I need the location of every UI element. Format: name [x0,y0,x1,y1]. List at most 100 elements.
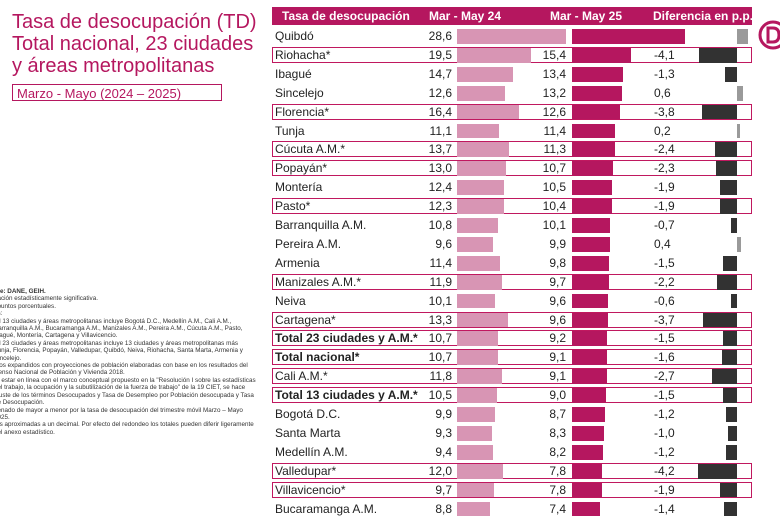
bar-2024 [457,218,498,233]
unemployment-table: Tasa de desocupación Mar - May 24 Mar - … [272,7,752,470]
value-diff: -1,6 [654,348,675,367]
value-2024: 10,5 [428,386,452,405]
bar-2025 [572,142,615,157]
bar-2024 [457,124,499,139]
value-2025: 8,7 [542,405,566,424]
bar-2024 [457,142,509,157]
bar-diff [737,86,743,101]
city-name: Quibdó [275,27,314,46]
value-2025: 13,4 [542,65,566,84]
value-diff: -1,5 [654,386,675,405]
bar-2024 [457,313,508,328]
city-name: Medellín A.M. [275,443,348,462]
bar-diff [723,256,737,271]
bar-2024 [457,369,502,384]
city-name: Popayán* [275,159,327,178]
value-diff: -4,2 [654,462,675,481]
bar-2025 [572,237,610,252]
value-2025: 10,5 [542,178,566,197]
value-diff: -1,9 [654,481,675,500]
header-2025: Mar - May 25 [550,7,622,25]
bar-diff [720,199,737,214]
header-diff: Diferencia en p.p. [653,7,753,25]
value-2024: 9,3 [428,424,452,443]
value-2024: 9,7 [428,481,452,500]
value-2024: 10,1 [428,292,452,311]
value-2025: 9,6 [542,292,566,311]
value-2025: 11,4 [542,122,566,141]
value-2025: 10,4 [542,197,566,216]
value-diff: -1,9 [654,197,675,216]
bar-2025 [572,180,612,195]
bar-2024 [457,388,497,403]
value-diff: -2,4 [654,140,675,159]
bar-2024 [457,67,513,82]
value-2025: 9,9 [542,235,566,254]
city-name: Montería [275,178,322,197]
bar-diff [737,124,740,139]
value-2025: 9,6 [542,311,566,330]
bar-2024 [457,502,490,517]
footnote-line: tal 13 ciudades y áreas metropolitanas i… [0,318,256,340]
city-name: Pasto* [275,197,310,216]
significance-box [272,198,752,214]
bar-diff [723,331,737,346]
city-name: Villavicencio* [275,481,345,500]
bar-2025 [572,388,606,403]
bar-diff [726,407,737,422]
value-diff: -1,4 [654,500,675,518]
value-2024: 9,4 [428,443,452,462]
bar-diff [728,426,737,441]
bar-2024 [457,407,495,422]
value-diff: -2,7 [654,367,675,386]
bar-diff [715,142,737,157]
value-diff: -1,3 [654,65,675,84]
footnote-line: ras aproximadas a un decimal. Por efecto… [0,421,256,436]
bar-2025 [572,124,615,139]
value-2025: 10,1 [542,216,566,235]
bar-2024 [457,237,493,252]
value-2025: 7,8 [542,462,566,481]
city-name: Total 13 ciudades y A.M.* [275,386,418,405]
bar-2024 [457,294,495,309]
bar-2025 [572,29,685,44]
city-name: Armenia [275,254,320,273]
bar-2025 [572,313,608,328]
bar-2025 [572,275,609,290]
value-2025: 9,1 [542,367,566,386]
value-2024: 8,8 [428,500,452,518]
value-diff: -2,3 [654,159,675,178]
bar-diff [722,350,737,365]
value-2025: 11,3 [542,140,566,159]
city-name: Cartagena* [275,311,336,330]
bar-diff [703,313,737,328]
value-2024: 19,5 [428,46,452,65]
value-diff: -1,9 [654,178,675,197]
bar-2024 [457,331,498,346]
value-2024: 12,4 [428,178,452,197]
city-name: Santa Marta [275,424,340,443]
value-2025: 9,7 [542,273,566,292]
value-2025: 10,7 [542,159,566,178]
bar-2025 [572,369,607,384]
bar-diff [723,388,737,403]
significance-box [272,312,752,328]
city-name: Riohacha* [275,46,330,65]
bar-2025 [572,502,600,517]
left-panel: Tasa de desocupación (TD) Total nacional… [0,0,268,470]
footnote-line: nte: DANE, GEIH. [0,288,256,295]
city-name: Cúcuta A.M.* [275,140,345,159]
bar-diff [726,445,737,460]
bar-diff [712,369,737,384]
significance-box [272,463,752,479]
bar-2024 [457,483,494,498]
footnote-line: . puntos porcentuales. [0,303,256,310]
